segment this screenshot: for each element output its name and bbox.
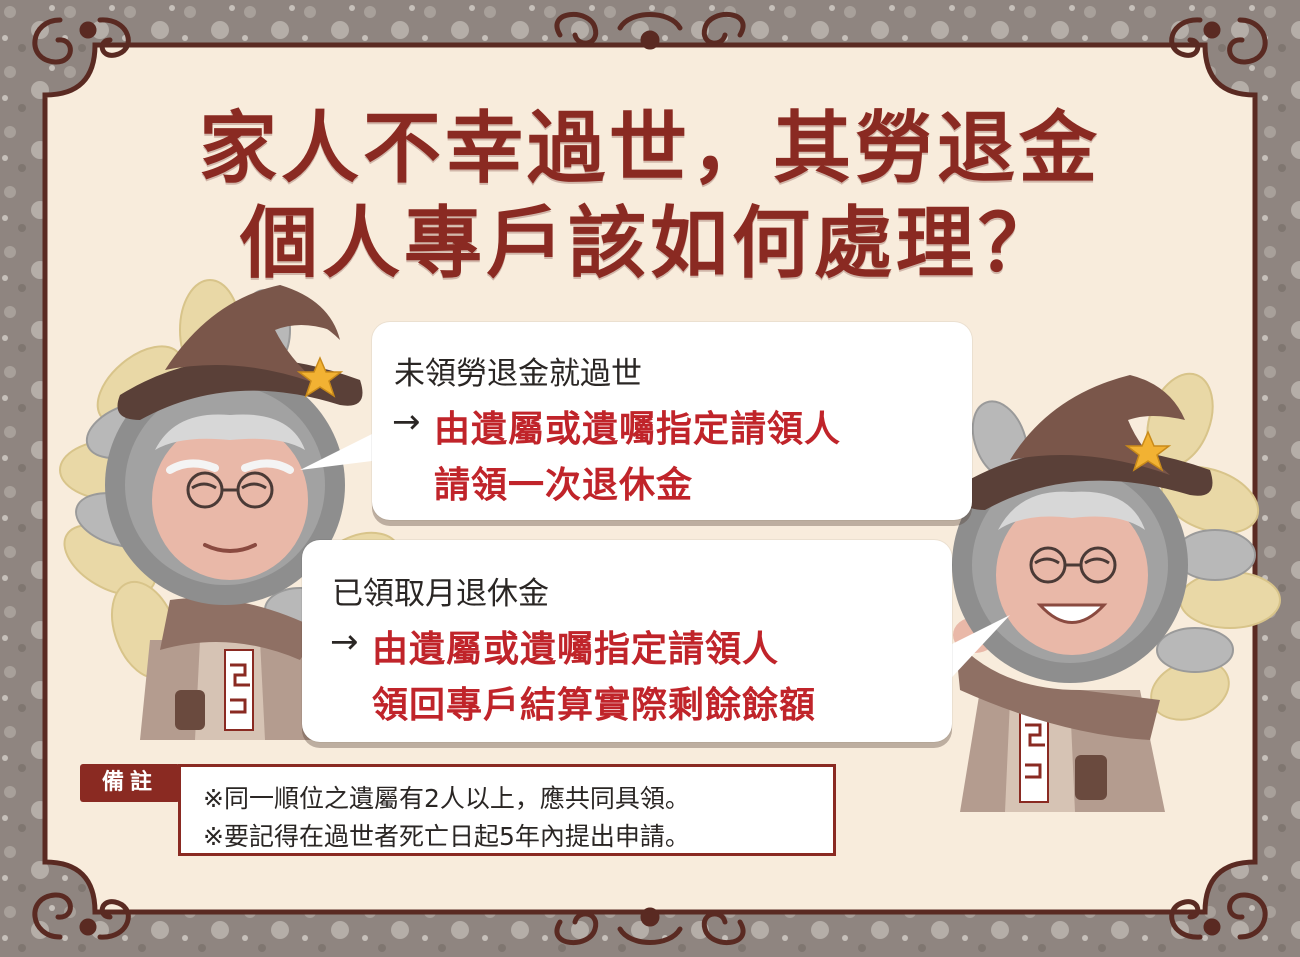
bubble-red-line-2: 領回專戶結算實際剩餘餘額	[372, 685, 817, 726]
title-line-2: 個人專戶該如何處理？	[239, 199, 1060, 289]
note-line-1: ※同一順位之遺屬有2人以上，應共同具領。	[203, 784, 690, 813]
note-tag: 備註	[80, 764, 180, 802]
grandpa-left-illustration	[59, 279, 400, 740]
bubble-heading: 未領勞退金就過世	[394, 356, 642, 392]
note-line-2: ※要記得在過世者死亡日起5年內提出申請。	[203, 822, 690, 851]
speech-bubble-monthly: 已領取月退休金 → 由遺屬或遺囑指定請領人 領回專戶結算實際剩餘餘額	[302, 540, 952, 742]
speech-bubble-unclaimed: 未領勞退金就過世 → 由遺屬或遺囑指定請領人 請領一次退休金	[372, 322, 972, 520]
arrow-icon: →	[330, 622, 359, 662]
note-box: ※同一順位之遺屬有2人以上，應共同具領。 ※要記得在過世者死亡日起5年內提出申請…	[178, 764, 836, 856]
bubble-red-line-1: 由遺屬或遺囑指定請領人	[434, 409, 842, 450]
grandma-right-illustration	[952, 372, 1281, 812]
title-line-1: 家人不幸過世，其勞退金	[198, 104, 1101, 194]
bubble-red-line-2: 請領一次退休金	[434, 465, 694, 506]
arrow-icon: →	[392, 402, 421, 442]
bubble-red-line-1: 由遺屬或遺囑指定請領人	[372, 629, 780, 670]
bubble-heading: 已領取月退休金	[332, 576, 549, 612]
